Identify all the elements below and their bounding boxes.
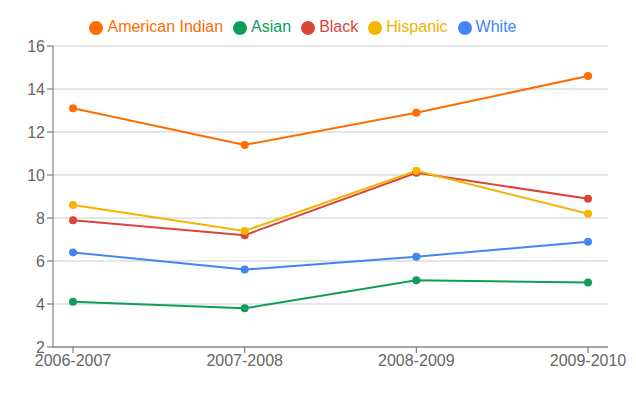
svg-text:2: 2 [36,339,45,356]
svg-text:10: 10 [27,167,45,184]
svg-text:2008-2009: 2008-2009 [378,352,455,369]
svg-text:6: 6 [36,253,45,270]
html-text:Black: Black [319,18,359,35]
html-text:Hispanic: Hispanic [386,18,448,35]
html-text:Asian: Asian [251,18,292,35]
html-text:American Indian: American Indian [107,18,224,35]
svg-text:2007-2008: 2007-2008 [206,352,283,369]
svg-text:14: 14 [27,81,45,98]
svg-text:2006-2007: 2006-2007 [35,352,112,369]
html-text:White: White [475,18,517,35]
svg-text:4: 4 [36,296,45,313]
svg-text:12: 12 [27,124,45,141]
svg-text:8: 8 [36,210,45,227]
svg-text:2009-2010: 2009-2010 [550,352,627,369]
svg-text:16: 16 [27,38,45,55]
